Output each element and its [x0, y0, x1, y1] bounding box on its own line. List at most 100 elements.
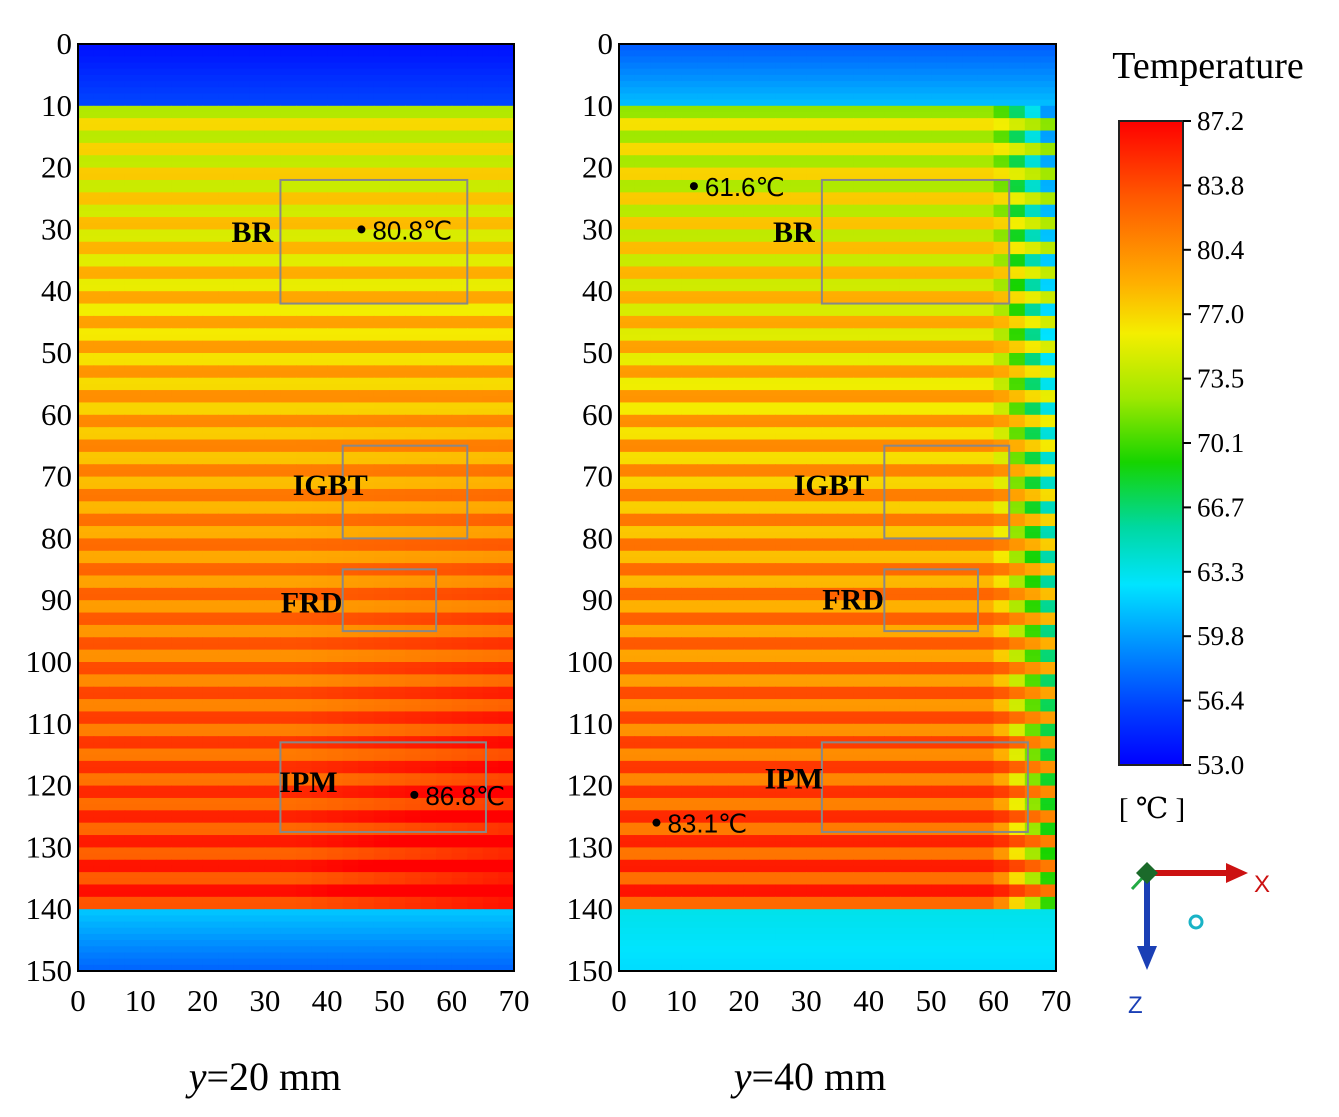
field-cell — [296, 890, 313, 898]
field-cell — [78, 958, 95, 966]
field-cell — [233, 254, 250, 261]
field-cell — [451, 186, 468, 193]
field-cell — [249, 445, 266, 453]
field-cell — [373, 192, 391, 200]
field-cell — [853, 186, 870, 193]
field-cell — [467, 142, 484, 150]
field-cell — [884, 74, 901, 82]
field-cell — [233, 878, 250, 886]
field-cell — [155, 217, 173, 224]
field-cell — [311, 87, 328, 95]
field-cell — [373, 297, 391, 305]
field-cell — [436, 964, 453, 972]
field-cell — [93, 791, 110, 799]
field-cell — [436, 371, 453, 379]
field-cell — [140, 322, 157, 329]
field-cell — [993, 118, 1010, 125]
field-cell — [837, 105, 854, 113]
field-cell — [155, 402, 173, 410]
field-cell — [327, 896, 344, 904]
field-cell — [311, 334, 328, 342]
field-cell — [78, 692, 95, 700]
field-cell — [868, 62, 885, 70]
field-cell — [743, 186, 761, 193]
field-cell — [93, 785, 110, 793]
field-cell — [140, 600, 157, 607]
field-cell — [373, 513, 391, 521]
field-cell — [373, 810, 391, 818]
field-cell — [140, 760, 157, 768]
field-cell — [358, 328, 375, 336]
field-cell — [634, 179, 651, 187]
field-cell — [467, 495, 484, 502]
field-cell — [202, 303, 219, 311]
field-cell — [171, 865, 188, 873]
field-cell — [1009, 149, 1026, 156]
field-cell — [451, 353, 468, 360]
field-cell — [93, 482, 110, 490]
field-cell — [280, 93, 297, 101]
field-cell — [931, 124, 948, 132]
field-cell — [451, 118, 468, 125]
field-cell — [358, 427, 375, 434]
field-cell — [218, 587, 235, 595]
field-cell — [202, 272, 219, 280]
field-cell — [249, 890, 266, 898]
field-cell — [498, 686, 515, 694]
field-cell — [884, 81, 901, 88]
field-cell — [280, 556, 297, 564]
field-cell — [373, 433, 391, 441]
field-cell — [218, 155, 235, 163]
field-cell — [405, 285, 422, 292]
field-cell — [155, 674, 173, 682]
field-cell — [389, 278, 406, 286]
field-cell — [373, 322, 391, 329]
field-cell — [915, 56, 932, 64]
field-cell — [218, 334, 235, 342]
field-cell — [155, 309, 173, 317]
field-cell — [187, 822, 204, 830]
field-cell — [109, 192, 126, 200]
field-cell — [358, 767, 375, 774]
field-cell — [78, 365, 95, 373]
field-cell — [853, 50, 870, 57]
field-cell — [868, 118, 885, 125]
field-cell — [342, 408, 359, 416]
field-cell — [977, 192, 995, 200]
field-cell — [155, 835, 173, 842]
field-cell — [451, 878, 468, 886]
field-cell — [171, 87, 188, 95]
field-cell — [389, 507, 406, 515]
field-cell — [155, 359, 173, 366]
field-cell — [218, 785, 235, 793]
field-cell — [482, 915, 500, 923]
field-cell — [436, 909, 453, 916]
field-cell — [327, 952, 344, 960]
field-cell — [436, 247, 453, 255]
field-cell — [342, 204, 359, 212]
field-cell — [993, 173, 1010, 181]
field-cell — [233, 476, 250, 484]
field-cell — [140, 940, 157, 947]
field-cell — [405, 365, 422, 373]
field-cell — [109, 322, 126, 329]
field-cell — [728, 111, 745, 119]
field-cell — [650, 87, 667, 95]
field-cell — [78, 396, 95, 404]
field-cell — [218, 124, 235, 132]
field-cell — [202, 631, 219, 638]
field-cell — [467, 649, 484, 657]
field-cell — [342, 223, 359, 230]
field-cell — [109, 754, 126, 762]
field-cell — [155, 754, 173, 762]
field-cell — [405, 797, 422, 805]
field-cell — [451, 56, 468, 64]
field-cell — [233, 464, 250, 472]
field-cell — [264, 594, 282, 601]
field-cell — [171, 946, 188, 954]
field-cell — [93, 544, 110, 552]
field-cell — [280, 414, 297, 422]
field-cell — [759, 93, 776, 101]
field-cell — [140, 402, 157, 410]
field-cell — [124, 254, 141, 261]
